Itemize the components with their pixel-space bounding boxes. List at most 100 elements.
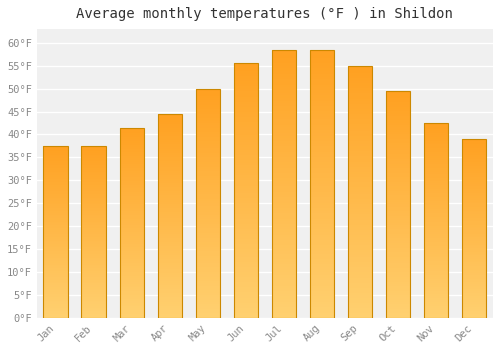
Bar — [272, 288, 296, 291]
Bar — [196, 274, 220, 277]
Bar — [272, 149, 296, 152]
Bar — [196, 224, 220, 226]
Bar — [158, 298, 182, 300]
Bar — [424, 248, 448, 250]
Bar — [158, 289, 182, 291]
Bar — [120, 221, 144, 223]
Bar — [44, 285, 68, 287]
Bar — [82, 174, 106, 175]
Bar — [158, 147, 182, 148]
Bar — [158, 265, 182, 267]
Bar — [424, 186, 448, 187]
Bar — [234, 122, 258, 125]
Bar — [82, 175, 106, 177]
Bar — [196, 222, 220, 224]
Bar — [234, 137, 258, 140]
Bar — [310, 197, 334, 200]
Bar — [386, 288, 410, 290]
Bar — [310, 127, 334, 130]
Bar — [424, 217, 448, 218]
Bar — [158, 116, 182, 118]
Bar — [196, 210, 220, 212]
Bar — [120, 316, 144, 318]
Bar — [462, 171, 486, 173]
Bar — [272, 283, 296, 286]
Bar — [424, 300, 448, 302]
Bar — [234, 275, 258, 277]
Bar — [272, 50, 296, 52]
Bar — [424, 123, 448, 125]
Bar — [234, 191, 258, 193]
Bar — [424, 180, 448, 182]
Bar — [310, 103, 334, 106]
Bar — [120, 219, 144, 221]
Bar — [424, 201, 448, 203]
Bar — [348, 194, 372, 197]
Bar — [120, 232, 144, 234]
Bar — [272, 187, 296, 189]
Bar — [82, 213, 106, 215]
Bar — [82, 199, 106, 201]
Bar — [234, 155, 258, 158]
Bar — [234, 249, 258, 252]
Bar — [386, 148, 410, 150]
Bar — [348, 280, 372, 282]
Bar — [310, 85, 334, 87]
Bar — [462, 291, 486, 293]
Bar — [44, 309, 68, 311]
Bar — [82, 278, 106, 280]
Bar — [82, 211, 106, 213]
Bar — [120, 240, 144, 242]
Bar — [82, 247, 106, 249]
Bar — [196, 137, 220, 139]
Bar — [44, 178, 68, 180]
Bar — [272, 232, 296, 235]
Bar — [44, 165, 68, 167]
Bar — [272, 85, 296, 87]
Bar — [158, 314, 182, 316]
Bar — [386, 277, 410, 279]
Bar — [44, 193, 68, 194]
Bar — [310, 61, 334, 63]
Bar — [386, 161, 410, 163]
Bar — [348, 293, 372, 295]
Bar — [234, 109, 258, 112]
Bar — [120, 189, 144, 190]
Bar — [158, 161, 182, 163]
Bar — [196, 293, 220, 295]
Bar — [386, 180, 410, 182]
Bar — [44, 230, 68, 232]
Bar — [234, 181, 258, 183]
Bar — [44, 313, 68, 314]
Bar — [424, 269, 448, 271]
Bar — [462, 230, 486, 232]
Bar — [234, 315, 258, 318]
Bar — [310, 261, 334, 264]
Bar — [386, 236, 410, 238]
Bar — [424, 306, 448, 308]
Bar — [120, 238, 144, 240]
Bar — [424, 166, 448, 168]
Bar — [462, 293, 486, 295]
Bar — [196, 189, 220, 192]
Bar — [82, 276, 106, 278]
Bar — [386, 152, 410, 154]
Bar — [348, 104, 372, 106]
Bar — [272, 203, 296, 205]
Bar — [234, 254, 258, 257]
Bar — [310, 192, 334, 195]
Bar — [424, 176, 448, 177]
Bar — [120, 244, 144, 246]
Bar — [386, 166, 410, 168]
Bar — [386, 200, 410, 202]
Bar — [386, 157, 410, 159]
Bar — [82, 194, 106, 196]
Bar — [348, 83, 372, 86]
Bar — [158, 183, 182, 185]
Bar — [44, 316, 68, 318]
Bar — [462, 173, 486, 175]
Bar — [196, 174, 220, 176]
Bar — [234, 165, 258, 168]
Bar — [82, 161, 106, 163]
Bar — [120, 205, 144, 208]
